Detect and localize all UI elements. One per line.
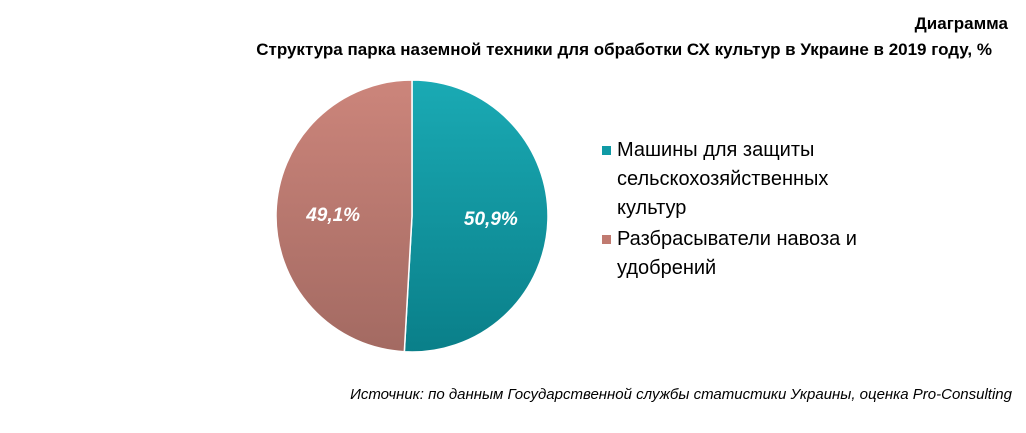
- legend-swatch: [602, 235, 611, 244]
- legend-item: Машины для защиты сельскохозяйственных к…: [602, 136, 902, 223]
- legend-label: Машины для защиты сельскохозяйственных к…: [617, 139, 829, 219]
- pie-slice: [403, 79, 549, 353]
- slice-data-label: 49,1%: [305, 205, 360, 226]
- slice-data-label: 50,9%: [464, 209, 518, 230]
- legend-label: Разбрасыватели навоза и удобрений: [617, 228, 857, 279]
- diagram-label: Диаграмма: [914, 14, 1008, 33]
- source-note: Источник: по данным Государственной служ…: [350, 386, 1012, 403]
- chart-legend: Машины для защиты сельскохозяйственных к…: [602, 136, 902, 285]
- legend-swatch: [602, 146, 611, 155]
- chart-title: Структура парка наземной техники для обр…: [256, 40, 992, 59]
- pie-slice: [275, 79, 413, 353]
- legend-item: Разбрасыватели навоза и удобрений: [602, 225, 902, 283]
